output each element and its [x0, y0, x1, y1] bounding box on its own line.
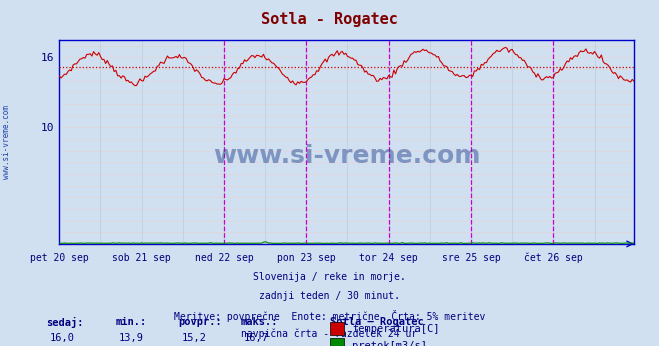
Text: ned 22 sep: ned 22 sep	[194, 253, 253, 263]
Text: sre 25 sep: sre 25 sep	[442, 253, 500, 263]
Text: maks.:: maks.:	[241, 317, 278, 327]
Text: čet 26 sep: čet 26 sep	[524, 253, 583, 263]
Text: 16,7: 16,7	[244, 333, 269, 343]
Text: www.si-vreme.com: www.si-vreme.com	[213, 144, 480, 168]
Text: min.:: min.:	[115, 317, 146, 327]
Text: Sotla - Rogatec: Sotla - Rogatec	[261, 12, 398, 27]
Text: Sotla – Rogatec: Sotla – Rogatec	[330, 317, 423, 327]
Text: pon 23 sep: pon 23 sep	[277, 253, 335, 263]
Text: pretok[m3/s]: pretok[m3/s]	[352, 341, 427, 346]
Text: www.si-vreme.com: www.si-vreme.com	[2, 105, 11, 179]
Text: sedaj:: sedaj:	[46, 317, 84, 328]
Text: zadnji teden / 30 minut.: zadnji teden / 30 minut.	[259, 291, 400, 301]
Text: pet 20 sep: pet 20 sep	[30, 253, 89, 263]
Text: 15,2: 15,2	[181, 333, 206, 343]
Text: tor 24 sep: tor 24 sep	[359, 253, 418, 263]
Text: sob 21 sep: sob 21 sep	[112, 253, 171, 263]
Text: temperatura[C]: temperatura[C]	[352, 324, 440, 334]
Text: navpična črta - razdelek 24 ur: navpična črta - razdelek 24 ur	[241, 329, 418, 339]
Text: Meritve: povprečne  Enote: metrične  Črta: 5% meritev: Meritve: povprečne Enote: metrične Črta:…	[174, 310, 485, 322]
Text: Slovenija / reke in morje.: Slovenija / reke in morje.	[253, 272, 406, 282]
Text: 13,9: 13,9	[119, 333, 144, 343]
Text: 16,0: 16,0	[49, 333, 74, 343]
Text: povpr.:: povpr.:	[178, 317, 221, 327]
